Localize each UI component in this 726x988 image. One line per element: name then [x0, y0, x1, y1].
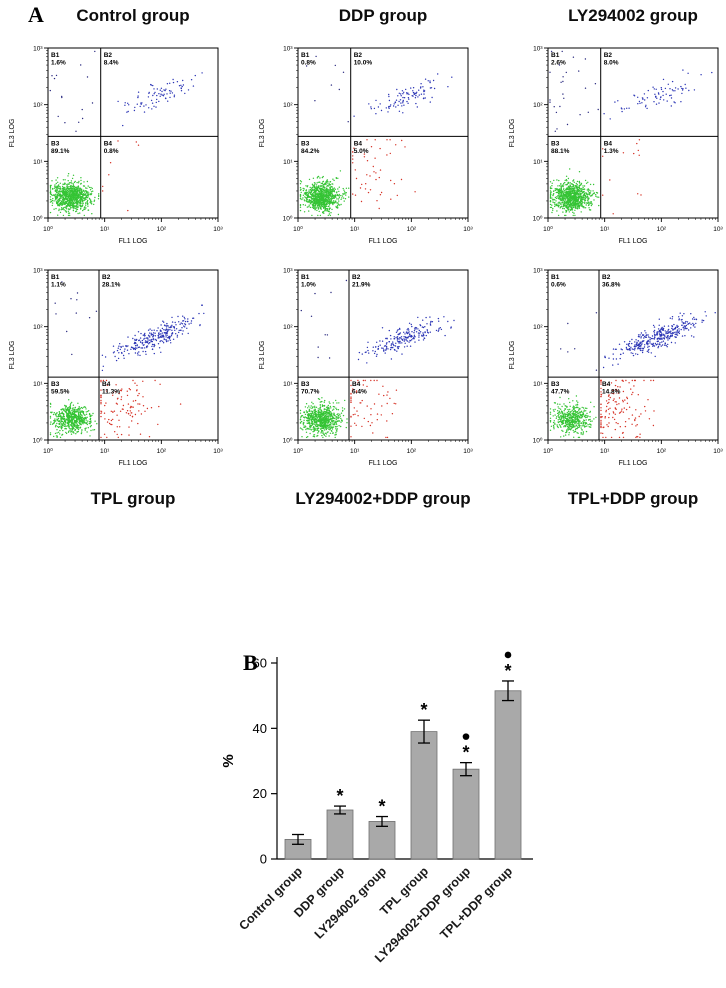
- svg-text:8.0%: 8.0%: [604, 60, 619, 67]
- svg-text:FL1 LOG: FL1 LOG: [619, 238, 648, 245]
- svg-text:2.6%: 2.6%: [551, 60, 566, 67]
- svg-text:10⁰: 10⁰: [33, 437, 43, 445]
- svg-text:10³: 10³: [283, 268, 293, 275]
- svg-text:B4: B4: [604, 140, 613, 147]
- svg-text:10²: 10²: [407, 448, 417, 455]
- svg-text:10.0%: 10.0%: [354, 60, 373, 67]
- svg-text:59.5%: 59.5%: [51, 389, 70, 396]
- svg-text:FL1 LOG: FL1 LOG: [369, 238, 398, 245]
- svg-text:10⁰: 10⁰: [543, 225, 553, 233]
- svg-text:10³: 10³: [33, 268, 43, 275]
- svg-text:10³: 10³: [713, 226, 723, 233]
- svg-text:10¹: 10¹: [600, 226, 610, 233]
- svg-text:B2: B2: [354, 52, 363, 59]
- svg-text:10³: 10³: [33, 46, 43, 53]
- svg-text:10²: 10²: [533, 102, 543, 109]
- svg-text:FL3 LOG: FL3 LOG: [259, 341, 266, 370]
- svg-text:1.6%: 1.6%: [51, 60, 66, 67]
- svg-text:10³: 10³: [463, 448, 473, 455]
- svg-text:B3: B3: [551, 140, 560, 147]
- svg-text:10¹: 10¹: [33, 159, 43, 166]
- panel-b-label: B: [243, 650, 258, 675]
- svg-text:B4: B4: [354, 140, 363, 147]
- svg-text:FL3 LOG: FL3 LOG: [509, 119, 516, 148]
- flow-title-ddp: DDP group: [338, 6, 428, 25]
- svg-text:10²: 10²: [157, 448, 167, 455]
- flow-title-ly294002-ddp: LY294002+DDP group: [295, 489, 471, 508]
- svg-text:28.1%: 28.1%: [102, 282, 121, 289]
- svg-text:10¹: 10¹: [283, 159, 293, 166]
- svg-text:5.0%: 5.0%: [354, 148, 369, 155]
- flow-title-control: Control group: [76, 6, 190, 25]
- svg-text:10⁰: 10⁰: [283, 215, 293, 223]
- svg-text:88.1%: 88.1%: [551, 148, 570, 155]
- svg-text:B1: B1: [51, 274, 60, 281]
- svg-text:1.3%: 1.3%: [604, 148, 619, 155]
- svg-text:10⁰: 10⁰: [43, 225, 53, 233]
- svg-text:FL3 LOG: FL3 LOG: [9, 341, 16, 370]
- svg-text:10⁰: 10⁰: [533, 215, 543, 223]
- svg-text:10³: 10³: [213, 226, 223, 233]
- svg-text:10²: 10²: [157, 226, 167, 233]
- panel-a-label: A: [28, 2, 44, 27]
- svg-text:10²: 10²: [33, 102, 43, 109]
- svg-text:B4: B4: [104, 140, 113, 147]
- svg-text:10²: 10²: [657, 226, 667, 233]
- svg-text:B4: B4: [102, 381, 111, 388]
- svg-text:B2: B2: [104, 52, 113, 59]
- svg-text:FL3 LOG: FL3 LOG: [9, 119, 16, 148]
- svg-text:FL1 LOG: FL1 LOG: [119, 238, 148, 245]
- svg-text:10¹: 10¹: [33, 381, 43, 388]
- flow-title-ly294002: LY294002 group: [568, 6, 698, 25]
- svg-text:10²: 10²: [283, 324, 293, 331]
- svg-text:10¹: 10¹: [350, 226, 360, 233]
- svg-text:10⁰: 10⁰: [293, 225, 303, 233]
- svg-text:8.4%: 8.4%: [104, 60, 119, 67]
- svg-text:89.1%: 89.1%: [51, 148, 70, 155]
- svg-text:10³: 10³: [463, 226, 473, 233]
- svg-text:FL3 LOG: FL3 LOG: [259, 119, 266, 148]
- svg-text:10²: 10²: [33, 324, 43, 331]
- svg-text:10¹: 10¹: [100, 226, 110, 233]
- svg-text:0.8%: 0.8%: [301, 60, 316, 67]
- svg-text:B3: B3: [51, 381, 60, 388]
- svg-text:10²: 10²: [407, 226, 417, 233]
- svg-text:FL1 LOG: FL1 LOG: [369, 460, 398, 467]
- flow-title-tpl-ddp: TPL+DDP group: [567, 489, 699, 508]
- svg-text:10¹: 10¹: [100, 448, 110, 455]
- svg-text:B1: B1: [301, 52, 310, 59]
- svg-text:FL1 LOG: FL1 LOG: [119, 460, 148, 467]
- svg-text:10²: 10²: [283, 102, 293, 109]
- svg-text:10¹: 10¹: [533, 159, 543, 166]
- svg-text:10¹: 10¹: [283, 381, 293, 388]
- svg-text:10³: 10³: [283, 46, 293, 53]
- svg-text:10⁰: 10⁰: [283, 437, 293, 445]
- flow-title-tpl: TPL group: [90, 489, 176, 508]
- svg-text:10⁰: 10⁰: [43, 447, 53, 455]
- svg-text:11.3%: 11.3%: [102, 389, 120, 396]
- svg-text:B2: B2: [102, 274, 111, 281]
- svg-text:10³: 10³: [533, 46, 543, 53]
- svg-text:1.1%: 1.1%: [51, 282, 66, 289]
- svg-text:B3: B3: [51, 140, 60, 147]
- svg-text:10¹: 10¹: [350, 448, 360, 455]
- svg-text:B2: B2: [604, 52, 613, 59]
- svg-text:84.2%: 84.2%: [301, 148, 320, 155]
- svg-text:B1: B1: [51, 52, 60, 59]
- svg-text:0.8%: 0.8%: [104, 148, 119, 155]
- svg-text:10⁰: 10⁰: [293, 447, 303, 455]
- svg-text:10⁰: 10⁰: [33, 215, 43, 223]
- svg-text:B1: B1: [551, 52, 560, 59]
- svg-text:B3: B3: [301, 140, 310, 147]
- svg-text:10³: 10³: [213, 448, 223, 455]
